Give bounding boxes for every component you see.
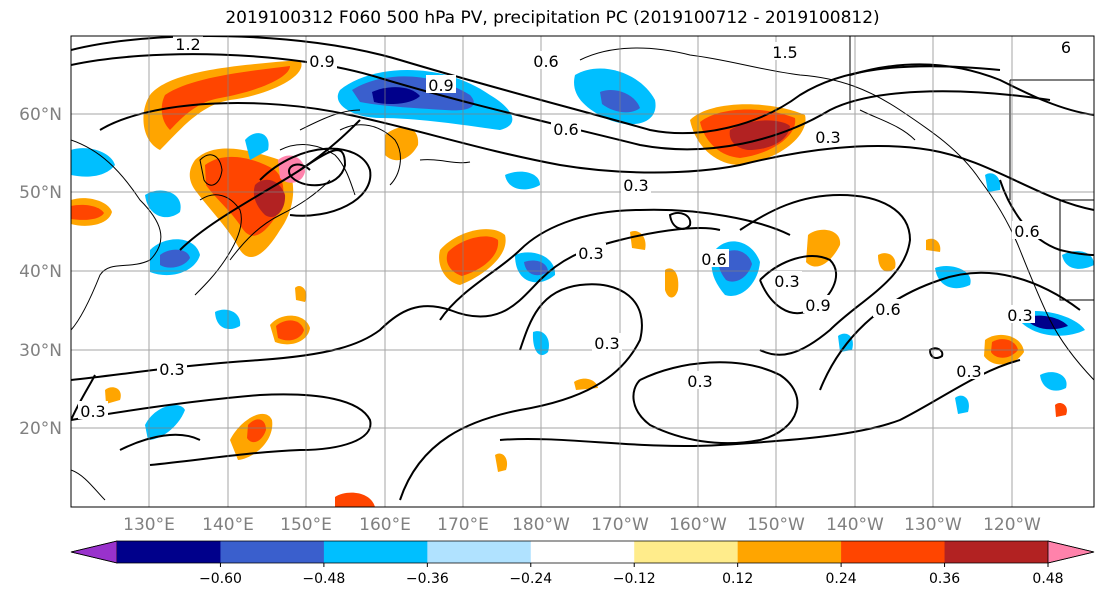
contour-label-bg	[78, 401, 108, 419]
contour-label-bg	[772, 271, 802, 289]
contour-label: 0.6	[1014, 222, 1039, 241]
colorbar-segment	[427, 541, 532, 563]
contour-label: 0.6	[701, 250, 726, 269]
contour-label: 0.3	[815, 128, 840, 147]
colorbar-segment	[323, 541, 428, 563]
latitude-tick-label: 60°N	[19, 105, 62, 125]
contour-label: 0.9	[428, 76, 453, 95]
colorbar-tick-label: 0.36	[929, 571, 960, 587]
contour-label-bg	[621, 175, 651, 193]
contour-label: 0.3	[623, 176, 648, 195]
contour-label: 1.5	[772, 43, 797, 62]
colorbar-segment	[944, 541, 1049, 563]
contour-label: 0.3	[774, 272, 799, 291]
colorbar-tick-label: −0.60	[199, 571, 242, 587]
longitude-tick-label: 150°W	[747, 515, 805, 535]
colorbar: −0.60 −0.48 −0.36 −0.24 −0.12 0.12 0.24 0.36 0.4…	[70, 540, 1095, 587]
contour-label-bg	[1005, 305, 1035, 323]
latitude-tick-label: 40°N	[19, 262, 62, 282]
contour-label: 0.3	[956, 362, 981, 381]
contour-label: 0.3	[1007, 306, 1032, 325]
contour-label: 0.9	[805, 296, 830, 315]
contour-label-bg	[1051, 37, 1081, 55]
colorbar-tick-label: 0.24	[826, 571, 857, 587]
contour-label-bg	[685, 371, 715, 389]
map-border	[70, 35, 1095, 508]
longitude-tick-label: 160°W	[669, 515, 727, 535]
colorbar-tick-label: 0.12	[722, 571, 753, 587]
longitude-tick-label: 170°E	[437, 515, 489, 535]
figure-title: 2019100312 F060 500 hPa PV, precipitatio…	[225, 8, 880, 28]
longitude-tick-label: 140°E	[202, 515, 254, 535]
colorbar-segment	[117, 541, 221, 563]
contour-label-bg	[157, 359, 187, 377]
colorbar-tick-label: −0.36	[406, 571, 449, 587]
longitude-tick-label: 130°W	[904, 515, 962, 535]
latitude-tick-label: 20°N	[19, 419, 62, 439]
contour-label: 0.3	[578, 244, 603, 263]
contour-label: 1.2	[175, 35, 200, 54]
longitude-tick-labels: 130°E 140°E 150°E 160°E 170°E 180°W 170°W 160°W…	[123, 515, 1041, 535]
colorbar-outline	[70, 540, 1095, 564]
contour-label-bg	[576, 243, 606, 261]
colorbar-segment	[737, 541, 842, 563]
contour-label: 6	[1061, 38, 1071, 57]
contour-label: 0.6	[553, 120, 578, 139]
contour-label: 0.3	[159, 360, 184, 379]
contour-labels: 1.2 0.9 0.9 0.6 0.6 1.5 0.3 0.3 0.6 0.3 0.9 0.6 0.3 0…	[78, 34, 1081, 421]
coastlines	[71, 36, 1094, 501]
longitude-tick-label: 160°E	[359, 515, 411, 535]
contour-label-bg	[954, 361, 984, 379]
contour-label-bg	[873, 299, 903, 317]
longitude-tick-label: 120°W	[983, 515, 1041, 535]
contour-label-bg	[1012, 221, 1042, 239]
contour-label-bg	[813, 127, 843, 145]
contour-label: 0.9	[309, 52, 334, 71]
latitude-tick-label: 30°N	[19, 341, 62, 361]
latitude-tick-label: 50°N	[19, 183, 62, 203]
contour-label: 0.3	[594, 334, 619, 353]
contour-label: 0.3	[80, 402, 105, 421]
contour-label-bg	[699, 249, 729, 267]
precip-positive-anomalies	[71, 60, 1067, 507]
longitude-tick-label: 150°E	[280, 515, 332, 535]
colorbar-tick-label: −0.24	[509, 571, 552, 587]
colorbar-segment	[530, 541, 635, 563]
contour-label-bg	[173, 34, 203, 52]
longitude-tick-label: 140°W	[826, 515, 884, 535]
contour-label-bg	[770, 42, 800, 60]
colorbar-segment	[220, 541, 325, 563]
colorbar-tick-label: −0.48	[302, 571, 345, 587]
colorbar-extend-low	[70, 540, 118, 564]
contour-label-bg	[592, 333, 622, 351]
contour-label: 0.6	[533, 52, 558, 71]
longitude-tick-label: 170°W	[591, 515, 649, 535]
gridlines	[71, 36, 1094, 507]
contour-label: 0.3	[687, 372, 712, 391]
colorbar-extend-high	[1047, 540, 1095, 564]
precip-negative-anomalies	[71, 68, 1094, 440]
contour-label-bg	[307, 51, 337, 69]
pv-contours	[71, 36, 1094, 501]
latitude-tick-labels: 60°N 50°N 40°N 30°N 20°N	[19, 105, 62, 439]
colorbar-tick-label: 0.48	[1032, 571, 1063, 587]
contour-label-bg	[531, 51, 561, 69]
longitude-tick-label: 130°E	[123, 515, 175, 535]
contour-label-bg	[426, 75, 456, 93]
colorbar-segment	[841, 541, 946, 563]
colorbar-segment	[634, 541, 739, 563]
contour-label: 0.6	[875, 300, 900, 319]
longitude-tick-label: 180°W	[512, 515, 570, 535]
contour-label-bg	[551, 119, 581, 137]
contour-label-bg	[803, 295, 833, 313]
colorbar-tick-label: −0.12	[613, 571, 656, 587]
